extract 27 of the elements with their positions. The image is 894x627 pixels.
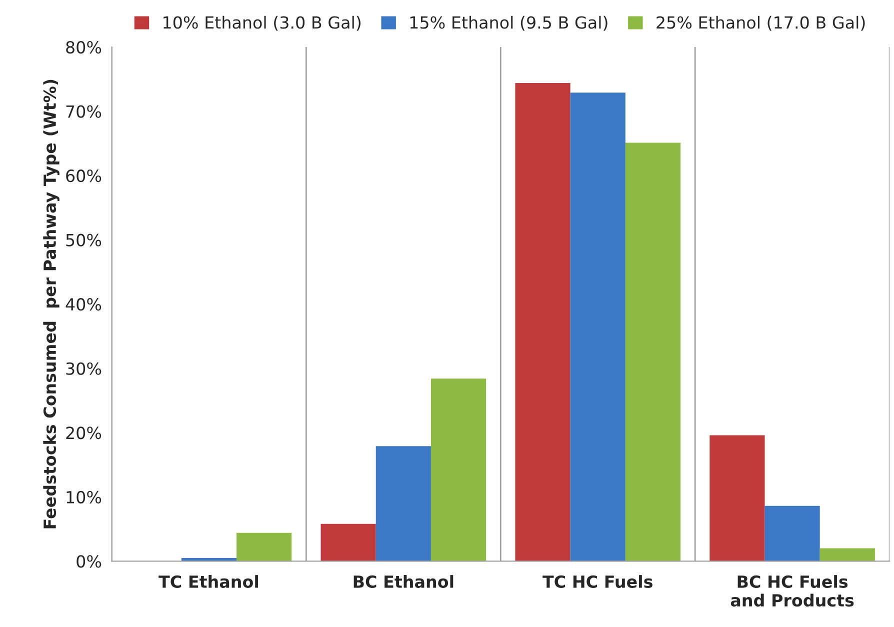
bar <box>764 506 820 562</box>
bar <box>320 524 376 562</box>
y-tick-label: 70% <box>66 105 102 118</box>
legend-label: 15% Ethanol (9.5 B Gal) <box>410 16 608 31</box>
legend-label: 25% Ethanol (17.0 B Gal) <box>656 16 865 31</box>
y-tick-label: 50% <box>66 234 102 246</box>
bar <box>710 435 765 562</box>
y-tick-label: 10% <box>66 490 102 504</box>
x-tick-label: TC Ethanol <box>158 575 258 588</box>
bar <box>515 83 570 562</box>
bar <box>820 548 875 562</box>
y-tick-label: 30% <box>66 362 102 375</box>
x-tick-label: TC HC Fuels <box>542 575 652 588</box>
x-tick-label: BC Ethanol <box>354 575 454 588</box>
y-tick-label: 40% <box>66 298 102 311</box>
bar <box>236 532 292 562</box>
y-axis-title: Feedstocks Consumed per Pathway Type (Wt%) <box>43 80 60 528</box>
legend-label: 10% Ethanol (3.0 B Gal) <box>164 16 360 31</box>
bar <box>430 378 486 562</box>
x-tick-label: BC HC Fuels and Products <box>730 575 854 607</box>
bar <box>376 446 431 562</box>
y-tick-label: 20% <box>66 426 102 440</box>
bar <box>625 142 680 562</box>
y-tick-label: 60% <box>66 170 102 182</box>
y-tick-label: 0% <box>76 555 102 568</box>
bar <box>570 92 626 562</box>
y-tick-label: 80% <box>66 40 102 54</box>
